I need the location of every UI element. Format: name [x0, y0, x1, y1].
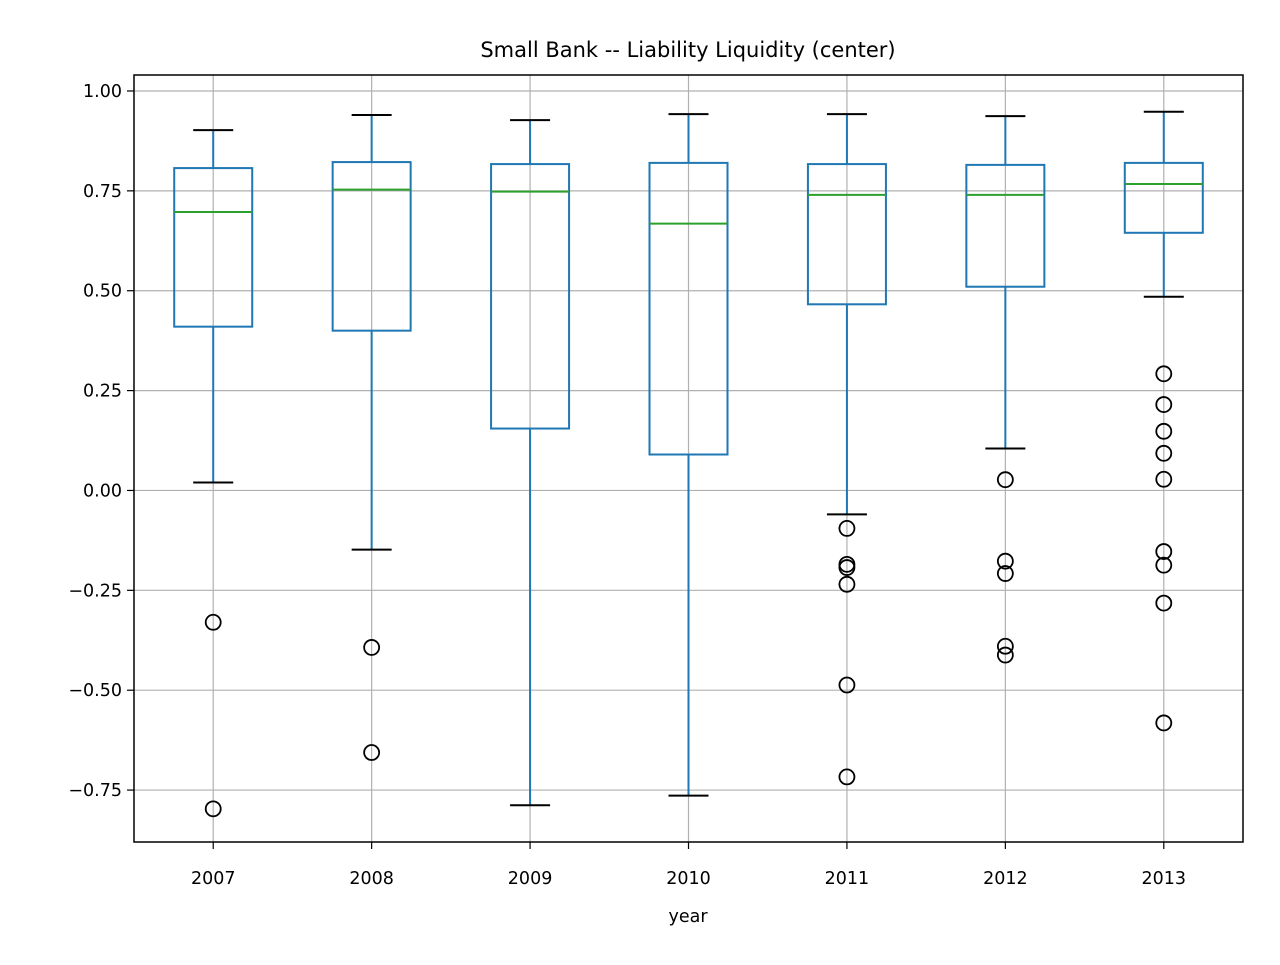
x-tick-label: 2007 — [191, 869, 236, 889]
outlier-point — [838, 520, 856, 537]
tick-layer: 1.00 0.75 0.50 0.25 0.00 −0.25 −0.50 −0.75 2007 2… — [68, 82, 1186, 889]
iqr-box — [173, 167, 254, 328]
outlier-point — [996, 471, 1014, 489]
box-2007 — [173, 129, 254, 818]
iqr-box — [648, 161, 729, 456]
outlier-point — [996, 646, 1014, 664]
iqr-box — [965, 163, 1046, 288]
y-tick-label: −0.25 — [68, 581, 122, 601]
plot-frame — [133, 74, 1244, 843]
outlier-point — [1155, 396, 1173, 413]
box-2011 — [806, 113, 887, 786]
outlier-point — [1155, 543, 1173, 560]
outlier-point — [838, 676, 856, 694]
outlier-point — [1155, 422, 1173, 440]
outlier-point — [204, 613, 222, 631]
chart-title: Small Bank -- Liability Liquidity (cente… — [480, 38, 895, 62]
y-tick-label: 1.00 — [83, 82, 122, 102]
y-tick-label: −0.75 — [68, 781, 122, 801]
y-tick-label: 0.50 — [83, 282, 122, 302]
iqr-box — [806, 163, 887, 306]
iqr-box — [1123, 161, 1204, 234]
box-2012 — [965, 115, 1046, 664]
box-2010 — [648, 113, 729, 797]
outlier-point — [363, 744, 381, 761]
outlier-point — [996, 552, 1014, 570]
y-tick-label: 0.25 — [83, 382, 122, 402]
box-2008 — [331, 113, 412, 761]
iqr-box — [331, 161, 412, 332]
outlier-point — [1155, 556, 1173, 574]
box-2009 — [490, 119, 571, 807]
outlier-point — [363, 639, 381, 656]
outlier-point — [1155, 594, 1173, 612]
outlier-point — [1155, 714, 1173, 732]
x-tick-label: 2013 — [1142, 869, 1187, 889]
outlier-point — [838, 768, 856, 786]
x-tick-label: 2010 — [666, 869, 711, 889]
outlier-point — [1155, 365, 1173, 383]
box-layer — [173, 110, 1204, 818]
outlier-point — [1155, 444, 1173, 462]
x-tick-label: 2008 — [349, 869, 394, 889]
x-tick-label: 2011 — [825, 869, 870, 889]
outlier-point — [838, 559, 856, 576]
outlier-point — [838, 575, 856, 593]
y-tick-label: 0.75 — [83, 182, 122, 202]
box-2013 — [1123, 110, 1204, 732]
x-tick-label: 2012 — [983, 869, 1028, 889]
iqr-box — [490, 163, 571, 430]
outlier-point — [996, 565, 1014, 582]
outlier-point — [1155, 470, 1173, 488]
y-tick-label: 0.00 — [83, 481, 122, 501]
y-tick-label: −0.50 — [68, 681, 122, 701]
x-tick-label: 2009 — [508, 869, 553, 889]
outlier-point — [996, 637, 1014, 655]
outlier-point — [204, 800, 222, 818]
x-axis-label: year — [668, 907, 708, 927]
